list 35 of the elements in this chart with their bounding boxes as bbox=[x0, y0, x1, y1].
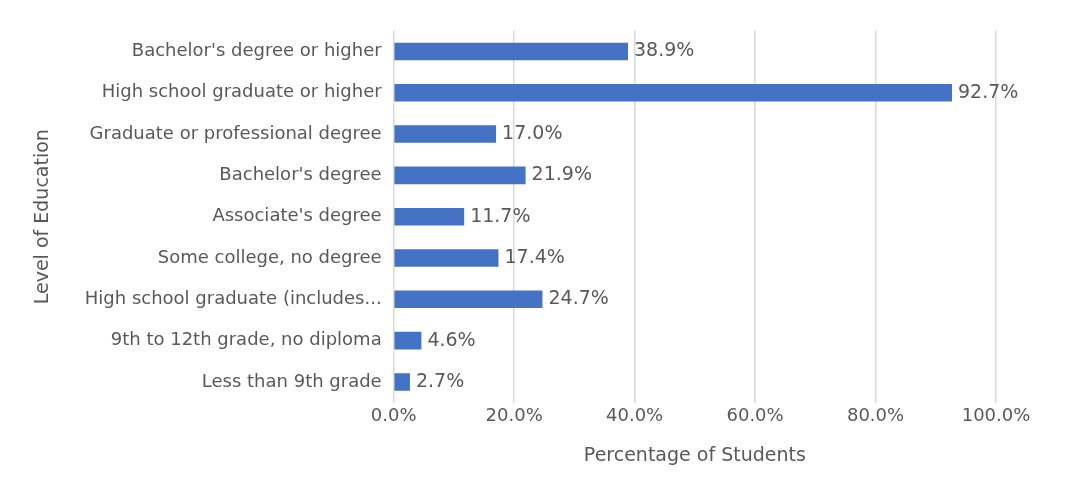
bar bbox=[394, 166, 526, 185]
x-tick-label: 100.0% bbox=[961, 404, 1031, 426]
data-label: 11.7% bbox=[470, 203, 531, 226]
x-tick-label: 80.0% bbox=[846, 404, 905, 426]
data-label: 17.4% bbox=[504, 244, 565, 267]
x-tick-label: 40.0% bbox=[606, 404, 664, 426]
y-tick-label: High school graduate (includes... bbox=[84, 286, 382, 308]
data-label: 17.0% bbox=[502, 121, 563, 144]
y-axis-title: Level of Education bbox=[30, 129, 53, 305]
data-label: 92.7% bbox=[958, 79, 1019, 102]
y-tick-label: Bachelor's degree bbox=[219, 163, 382, 185]
bar bbox=[394, 83, 953, 102]
bar bbox=[394, 42, 628, 61]
data-label: 2.7% bbox=[415, 368, 465, 391]
y-tick-label: 9th to 12th grade, no diploma bbox=[110, 328, 382, 350]
bar bbox=[394, 290, 543, 309]
data-label: 24.7% bbox=[548, 286, 609, 309]
bar bbox=[394, 207, 465, 226]
y-tick-label: Bachelor's degree or higher bbox=[131, 39, 383, 61]
bar bbox=[394, 249, 499, 267]
y-tick-label: Less than 9th grade bbox=[201, 369, 382, 391]
data-label: 4.6% bbox=[427, 327, 476, 350]
bar bbox=[394, 331, 422, 350]
y-tick-label: Associate's degree bbox=[212, 204, 382, 226]
x-tick-label: 20.0% bbox=[485, 404, 543, 426]
data-label: 21.9% bbox=[531, 162, 592, 185]
y-tick-label: Graduate or professional degree bbox=[89, 121, 382, 143]
x-tick-label: 60.0% bbox=[726, 404, 784, 426]
bar bbox=[394, 125, 497, 143]
bar bbox=[394, 373, 410, 391]
x-axis-title: Percentage of Students bbox=[583, 442, 806, 465]
y-tick-label: Some college, no degree bbox=[157, 245, 382, 267]
y-tick-label: High school graduate or higher bbox=[101, 80, 383, 102]
data-label: 38.9% bbox=[633, 38, 695, 61]
x-tick-label: 0.0% bbox=[370, 404, 417, 426]
